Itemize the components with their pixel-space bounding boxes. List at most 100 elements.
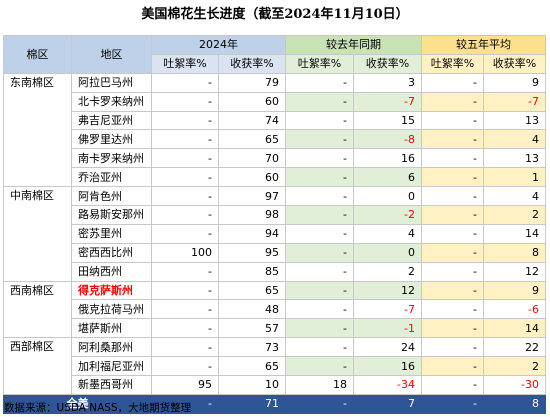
state-cell: 得克萨斯州: [71, 280, 152, 301]
state-cell: 乔治亚州: [71, 167, 152, 188]
harvest-cell: 65: [218, 129, 286, 150]
table-row: 加利福尼亚州 -65-16-2: [4, 356, 546, 377]
yoy-boll-cell: -: [285, 186, 354, 207]
yoy-boll-cell: -: [285, 356, 354, 377]
state-cell: 南卡罗来纳州: [71, 148, 152, 169]
table-row: 西南棉区 得克萨斯州 -65-12-9: [3, 280, 546, 339]
state-cell: 佛罗里达州: [71, 129, 152, 150]
table-row: 中南棉区 阿肯色州 -97-0-4: [3, 186, 546, 282]
harvest-cell: 70: [218, 148, 286, 169]
harvest-cell: 60: [218, 167, 286, 188]
total-avg-harvest-cell: 8: [483, 393, 546, 414]
cotton-progress-table: 棉区 地区 2024年 较去年同期 较五年平均 吐絮率% 收获率% 吐絮率% 收…: [3, 35, 546, 414]
boll-cell: 95: [151, 375, 219, 395]
boll-cell: -: [151, 129, 219, 150]
avg-boll-cell: -: [421, 205, 484, 225]
state-cell: 路易斯安那州: [71, 205, 152, 225]
yoy-harvest-cell: 16: [353, 148, 422, 169]
table-row: 田纳西州 -85-2-12: [4, 261, 546, 282]
state-cell: 新墨西哥州: [71, 375, 152, 395]
yoy-boll-cell: -: [285, 205, 354, 225]
total-row: 全美 -71-7-8: [3, 393, 546, 414]
table-body: 东南棉区 阿拉巴马州 -79-3-9 北卡罗来纳州 -60- -7- -7 弗吉尼亚州 -74-…: [3, 72, 546, 414]
yoy-harvest-cell: 0: [353, 242, 422, 263]
header-2024-boll: 吐絮率%: [151, 53, 219, 74]
yoy-boll-cell: -: [285, 299, 354, 320]
yoy-harvest-cell: 15: [353, 110, 422, 131]
avg-boll-cell: -: [421, 356, 484, 377]
source-note: 数据来源：USDA NASS，大地期货整理: [4, 402, 192, 414]
boll-cell: 100: [151, 242, 219, 263]
table-row: 北卡罗来纳州 -60- -7- -7: [4, 91, 546, 112]
boll-cell: -: [151, 205, 219, 225]
table-row: 弗吉尼亚州 -74-15-13: [4, 110, 546, 131]
yoy-harvest-cell: -1: [353, 318, 422, 339]
avg-harvest-cell: 12: [483, 261, 546, 282]
harvest-cell: 48: [218, 299, 286, 320]
table-row: 俄克拉荷马州 -48- -7- -6: [4, 299, 546, 320]
boll-cell: -: [151, 337, 219, 358]
state-cell: 加利福尼亚州: [71, 356, 152, 377]
yoy-boll-cell: -: [285, 91, 354, 112]
header-yoy-boll: 吐絮率%: [285, 53, 354, 74]
table-row: 密西西比州 100 95-0-8: [4, 242, 546, 263]
state-cell: 阿利桑那州: [71, 337, 152, 358]
avg-harvest-cell: 8: [483, 242, 546, 263]
boll-cell: -: [151, 261, 219, 282]
avg-harvest-cell: 4: [483, 186, 546, 207]
boll-cell: -: [151, 110, 219, 131]
header-5yr-boll: 吐絮率%: [421, 53, 484, 74]
table-row: 南卡罗来纳州 -70-16-13: [4, 148, 546, 169]
table-row: 堪萨斯州 -57- -1-14: [4, 318, 546, 339]
boll-cell: -: [151, 186, 219, 207]
avg-boll-cell: -: [421, 261, 484, 282]
yoy-boll-cell: -: [285, 261, 354, 282]
header-group-yoy: 较去年同期: [285, 35, 422, 55]
avg-boll-cell: -: [421, 223, 484, 244]
harvest-cell: 57: [218, 318, 286, 339]
yoy-boll-cell: -: [285, 110, 354, 131]
avg-harvest-cell: 9: [483, 280, 546, 301]
harvest-cell: 74: [218, 110, 286, 131]
region-cell: 西南棉区: [3, 280, 72, 339]
table-row: 佛罗里达州 -65- -8-4: [4, 129, 546, 150]
harvest-cell: 65: [218, 356, 286, 377]
state-cell: 阿拉巴马州: [71, 72, 152, 93]
state-cell: 俄克拉荷马州: [71, 299, 152, 320]
boll-cell: -: [151, 167, 219, 188]
total-harvest-cell: 71: [218, 393, 286, 414]
harvest-cell: 79: [218, 72, 286, 93]
yoy-boll-cell: 18: [285, 375, 354, 395]
total-avg-boll-cell: -: [421, 393, 484, 414]
avg-harvest-cell: 2: [483, 205, 546, 225]
avg-harvest-cell: 14: [483, 318, 546, 339]
avg-boll-cell: -: [421, 242, 484, 263]
table-row: 东南棉区 阿拉巴马州 -79-3-9: [3, 72, 546, 188]
table-row: 密苏里州 -94-4-14: [4, 223, 546, 244]
state-cell: 阿肯色州: [71, 186, 152, 207]
state-cell: 弗吉尼亚州: [71, 110, 152, 131]
yoy-boll-cell: -: [285, 167, 354, 188]
boll-cell: -: [151, 299, 219, 320]
yoy-harvest-cell: 2: [353, 261, 422, 282]
total-yoy-harvest-cell: 7: [353, 393, 422, 414]
yoy-boll-cell: -: [285, 72, 354, 93]
avg-boll-cell: -: [421, 91, 484, 112]
harvest-cell: 65: [218, 280, 286, 301]
harvest-cell: 60: [218, 91, 286, 112]
yoy-harvest-cell: -7: [353, 299, 422, 320]
avg-boll-cell: -: [421, 186, 484, 207]
chart-title: 美国棉花生长进度（截至2024年11月10日）: [141, 7, 409, 22]
yoy-harvest-cell: 24: [353, 337, 422, 358]
table-row: 路易斯安那州 -98- -2-2: [4, 205, 546, 225]
harvest-cell: 73: [218, 337, 286, 358]
avg-boll-cell: -: [421, 318, 484, 339]
yoy-harvest-cell: 6: [353, 167, 422, 188]
region-cell: 中南棉区: [3, 186, 72, 282]
boll-cell: -: [151, 318, 219, 339]
avg-harvest-cell: 13: [483, 110, 546, 131]
harvest-cell: 10: [218, 375, 286, 395]
avg-harvest-cell: 4: [483, 129, 546, 150]
harvest-cell: 94: [218, 223, 286, 244]
yoy-boll-cell: -: [285, 337, 354, 358]
